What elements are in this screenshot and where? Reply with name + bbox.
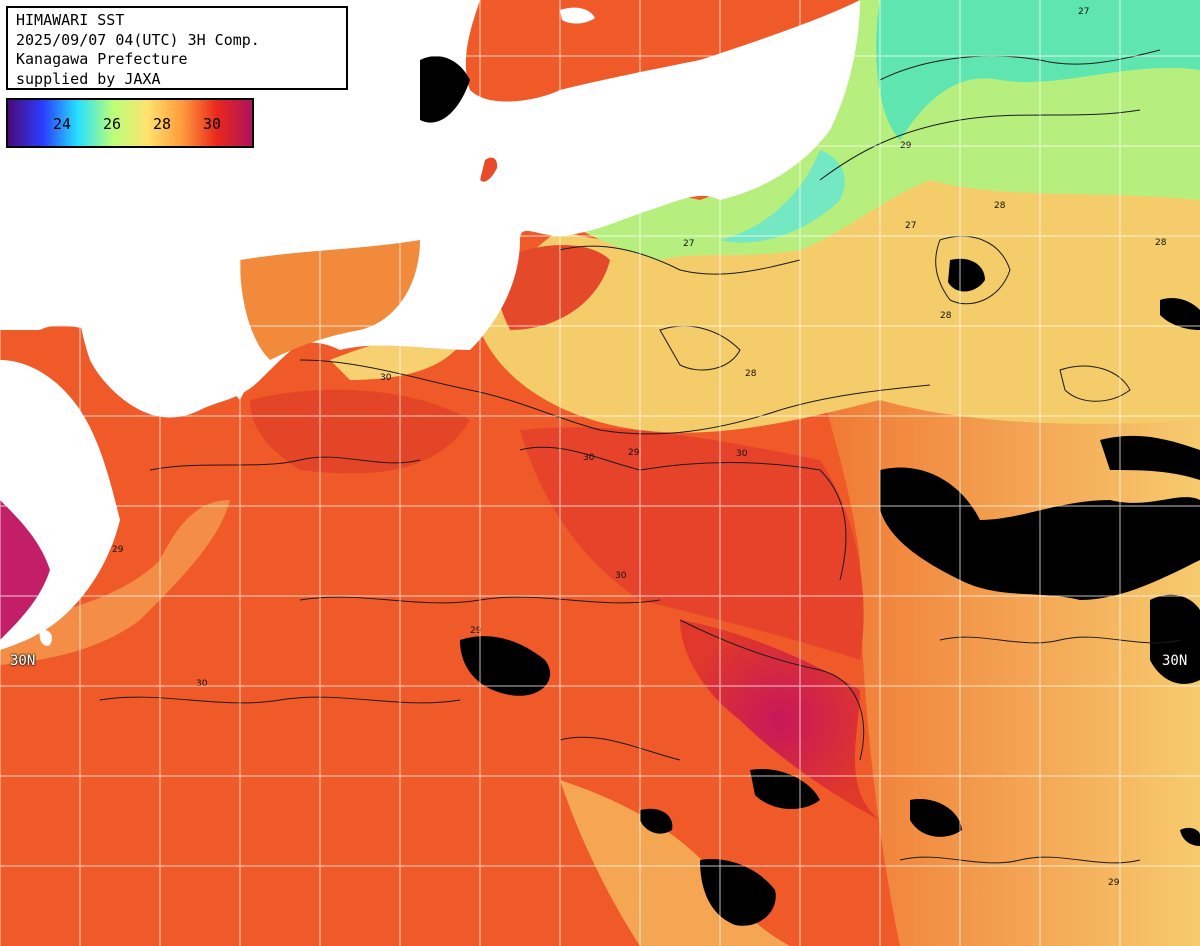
ocean-hot-3 (250, 389, 470, 474)
temperature-legend: 24 26 28 30 (6, 98, 254, 148)
contour-label: 28 (994, 201, 1006, 211)
contour-label: 28 (745, 369, 757, 379)
land-kyushu-coast (0, 500, 50, 640)
land-island-3 (39, 629, 52, 646)
ocean-east-mild (820, 300, 1200, 946)
ocean-coastal-cool (330, 337, 460, 380)
land-island-1 (560, 7, 595, 24)
legend-tick: 24 (52, 115, 72, 133)
ocean-hot-2 (680, 620, 880, 820)
contour-label: 27 (1078, 7, 1089, 17)
latitude-label-left: 30N (10, 653, 36, 669)
contour-label: 30 (380, 373, 392, 383)
ocean-mild-west (0, 500, 230, 665)
land-shikoku-coast (240, 240, 420, 360)
timestamp: 2025/09/07 04(UTC) 3H Comp. (16, 30, 260, 49)
ocean-northeast-cyan (876, 0, 1200, 140)
data-credit: supplied by JAXA (16, 69, 161, 88)
ocean-hot-4 (497, 245, 610, 330)
legend-color-bar (8, 100, 252, 146)
contour-label: 28 (1155, 238, 1167, 248)
legend-tick: 26 (102, 115, 122, 133)
contour-label: 28 (940, 311, 952, 321)
contour-labels: 27 27 27 28 28 28 28 29 29 29 29 29 30 3… (112, 7, 1167, 888)
contour-label: 30 (196, 679, 208, 689)
contour-label: 30 (615, 571, 627, 581)
contour-label: 30 (583, 453, 595, 463)
contour-label: 29 (628, 448, 640, 458)
ocean-northeast-cyan2 (720, 150, 845, 243)
legend-tick: 30 (202, 115, 222, 133)
map-info-box: HIMAWARI SST 2025/09/07 04(UTC) 3H Comp.… (6, 6, 348, 90)
contour-label: 27 (905, 221, 916, 231)
contour-label: 30 (736, 449, 748, 459)
latitude-label-right: 30N (1162, 653, 1188, 669)
legend-tick: 28 (152, 115, 172, 133)
contour-label: 27 (683, 239, 694, 249)
product-title: HIMAWARI SST (16, 11, 125, 29)
contour-label: 29 (470, 626, 482, 636)
organization: Kanagawa Prefecture (16, 50, 188, 68)
ocean-hot-1 (520, 427, 864, 660)
contour-label: 29 (1108, 878, 1120, 888)
contour-label: 29 (112, 545, 124, 555)
land-island-2 (480, 157, 498, 182)
